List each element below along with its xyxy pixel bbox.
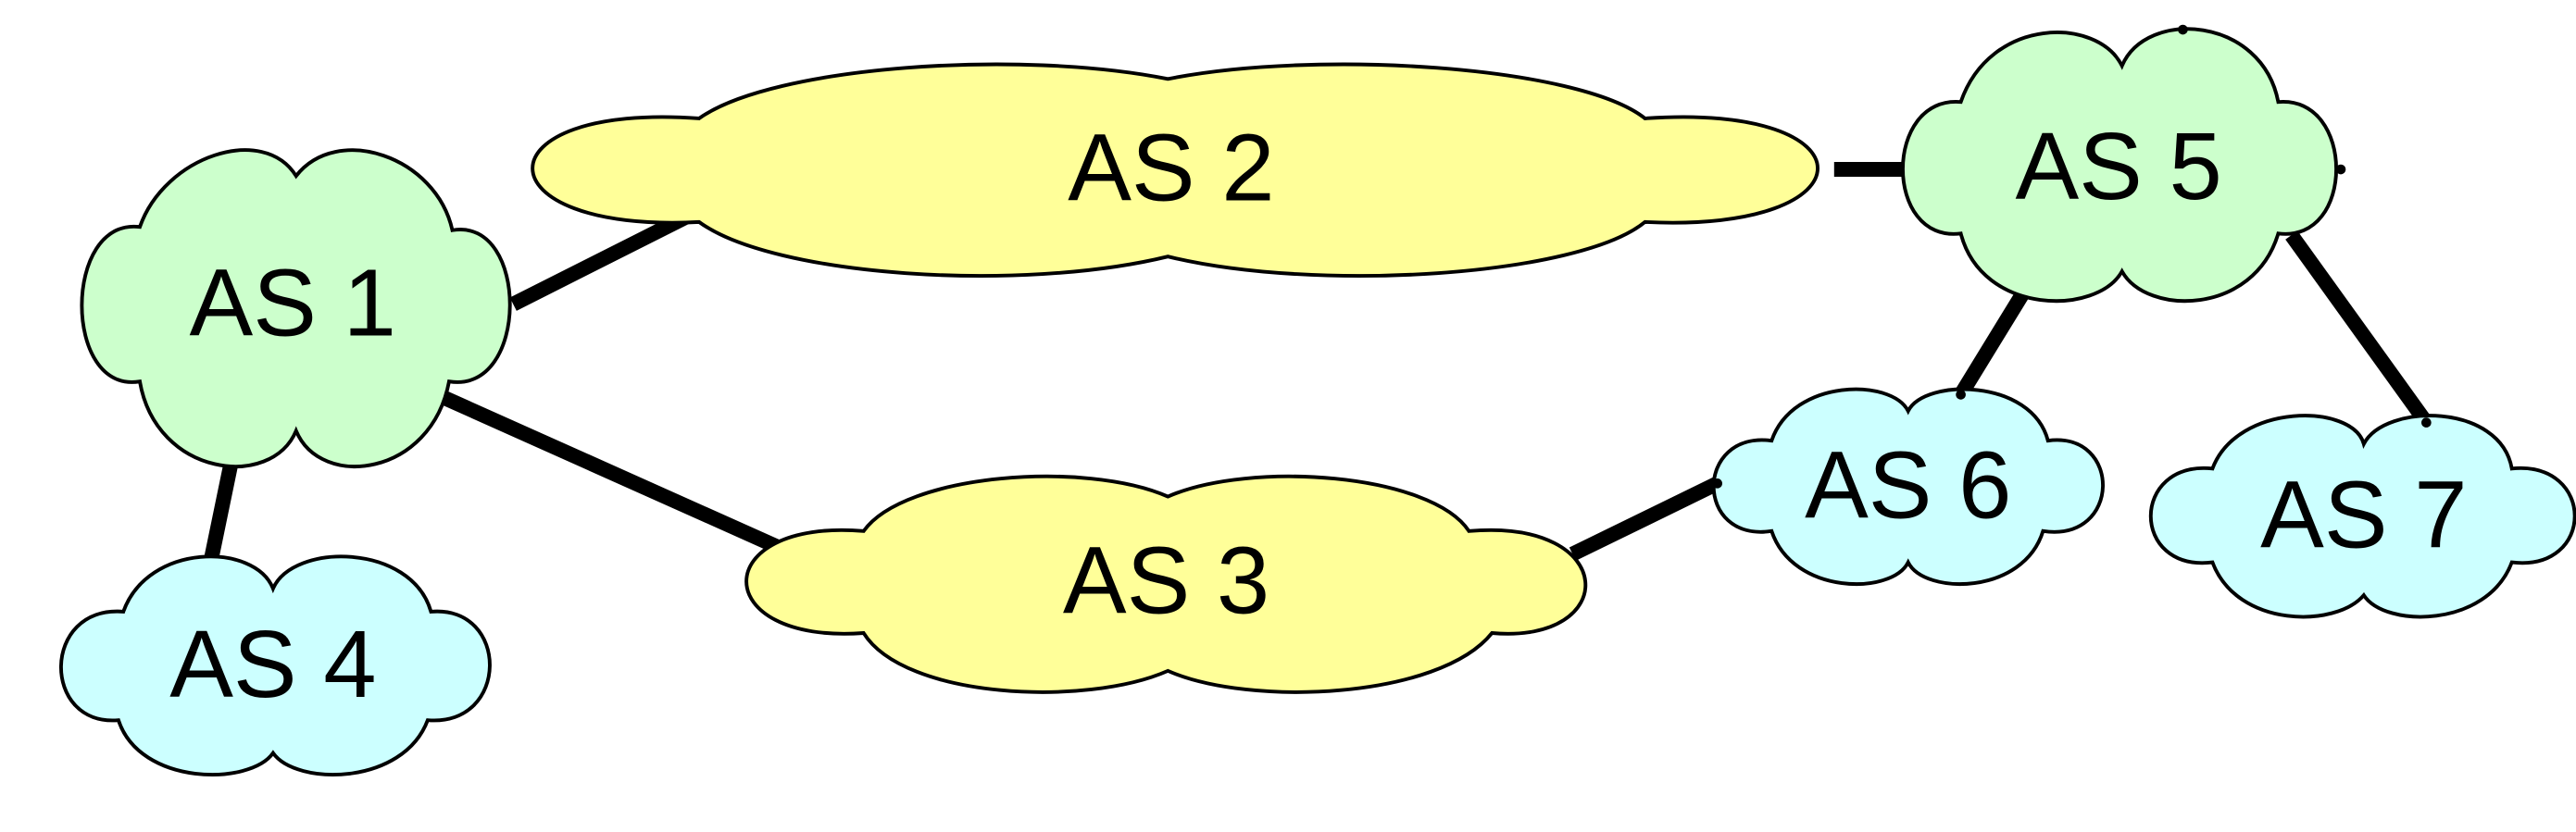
node-label-as3: AS 3 xyxy=(1063,528,1269,634)
cloud-icon xyxy=(59,554,492,776)
node-as2: AS 2 xyxy=(531,62,1819,278)
node-as5: AS 5 xyxy=(1901,24,2346,304)
connector-dot xyxy=(2178,24,2188,35)
link-as1-as4 xyxy=(203,457,240,565)
node-label-as2: AS 2 xyxy=(1068,115,1274,221)
node-label-as7: AS 7 xyxy=(2260,462,2467,568)
cloud-icon xyxy=(2148,414,2576,619)
cloud-icon xyxy=(80,148,512,468)
node-label-as6: AS 6 xyxy=(1805,432,2011,539)
node-as7: AS 7 xyxy=(2148,414,2576,619)
link-as5-as7 xyxy=(2285,230,2432,428)
cloud-icon xyxy=(1901,27,2338,304)
link-as1-as2 xyxy=(509,204,703,311)
node-as4: AS 4 xyxy=(59,554,492,776)
connector-dot xyxy=(1956,390,1966,400)
links-layer xyxy=(203,162,2432,565)
cloud-icon xyxy=(531,62,1819,278)
node-as6: AS 6 xyxy=(1711,387,2105,586)
node-label-as5: AS 5 xyxy=(2015,113,2221,219)
node-label-as4: AS 4 xyxy=(169,611,376,717)
link-as1-as3 xyxy=(437,389,790,558)
node-label-as1: AS 1 xyxy=(190,249,396,355)
link-as5-as6 xyxy=(1954,289,2030,399)
node-as3: AS 3 xyxy=(744,474,1588,694)
cloud-icon xyxy=(1711,387,2105,586)
connector-dot xyxy=(2335,164,2346,175)
cloud-icon xyxy=(744,474,1588,694)
connector-dot xyxy=(1712,478,1722,489)
link-as3-as6 xyxy=(1569,477,1721,561)
connector-dot xyxy=(2421,417,2432,428)
node-as1: AS 1 xyxy=(80,148,512,468)
